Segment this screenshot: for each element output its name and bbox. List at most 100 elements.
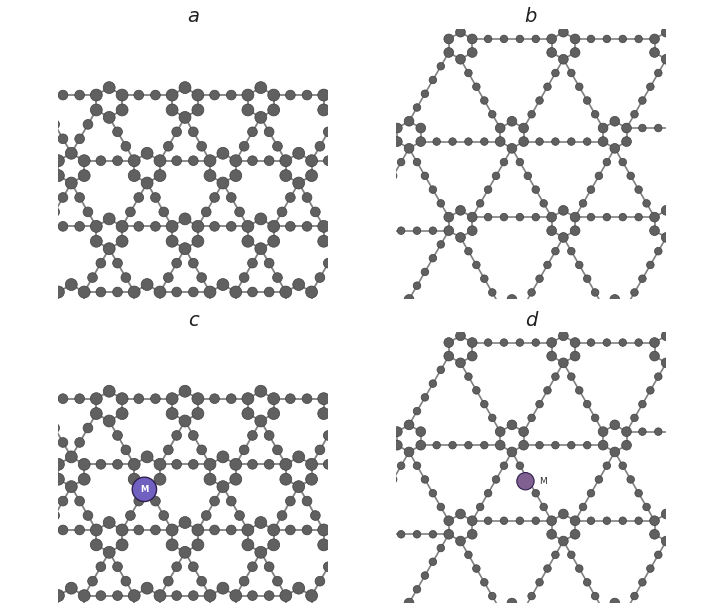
Circle shape — [151, 193, 160, 203]
Circle shape — [519, 137, 529, 146]
Circle shape — [631, 414, 639, 422]
Circle shape — [544, 565, 551, 572]
Circle shape — [587, 489, 594, 497]
Circle shape — [536, 578, 543, 586]
Circle shape — [141, 147, 153, 159]
Circle shape — [473, 83, 480, 90]
Circle shape — [41, 407, 52, 420]
Circle shape — [622, 301, 631, 311]
Circle shape — [495, 605, 505, 610]
Circle shape — [242, 393, 254, 404]
Circle shape — [235, 511, 245, 520]
Circle shape — [230, 170, 242, 182]
Circle shape — [649, 226, 660, 235]
Circle shape — [104, 213, 115, 225]
Circle shape — [96, 459, 106, 469]
Circle shape — [164, 273, 173, 282]
Circle shape — [598, 123, 608, 133]
Circle shape — [416, 440, 426, 450]
Circle shape — [484, 186, 492, 193]
Circle shape — [83, 207, 93, 217]
Circle shape — [536, 442, 543, 449]
Circle shape — [268, 524, 279, 536]
Circle shape — [58, 394, 68, 404]
Circle shape — [603, 517, 610, 525]
Circle shape — [519, 440, 529, 450]
Circle shape — [217, 147, 229, 159]
Circle shape — [239, 576, 249, 586]
Circle shape — [255, 213, 266, 225]
Circle shape — [467, 529, 477, 539]
Circle shape — [331, 213, 342, 225]
Circle shape — [670, 428, 678, 436]
Circle shape — [324, 258, 333, 268]
Circle shape — [128, 301, 140, 313]
Circle shape — [670, 69, 678, 77]
Circle shape — [172, 590, 182, 600]
Circle shape — [540, 199, 547, 207]
Circle shape — [661, 536, 671, 546]
Circle shape — [255, 243, 266, 254]
Circle shape — [437, 503, 445, 511]
Circle shape — [217, 451, 229, 463]
Circle shape — [547, 338, 557, 348]
Circle shape — [390, 476, 397, 483]
Text: M: M — [140, 485, 148, 494]
Circle shape — [390, 172, 397, 179]
Circle shape — [318, 524, 329, 536]
Circle shape — [264, 459, 274, 469]
Circle shape — [159, 207, 169, 217]
Circle shape — [532, 489, 539, 497]
Circle shape — [397, 227, 405, 234]
Circle shape — [495, 137, 505, 146]
Circle shape — [166, 220, 178, 232]
Circle shape — [635, 186, 642, 193]
Circle shape — [132, 477, 156, 501]
Circle shape — [273, 273, 282, 282]
Circle shape — [331, 82, 342, 93]
Circle shape — [654, 303, 662, 310]
Circle shape — [467, 516, 477, 526]
Title: b: b — [525, 7, 537, 26]
Circle shape — [516, 517, 523, 525]
Circle shape — [292, 177, 305, 189]
Circle shape — [268, 539, 279, 551]
Circle shape — [96, 287, 106, 297]
Circle shape — [116, 539, 128, 551]
Circle shape — [619, 159, 626, 166]
Circle shape — [151, 221, 160, 231]
Circle shape — [622, 427, 631, 437]
Circle shape — [382, 186, 389, 193]
Circle shape — [544, 387, 551, 394]
Circle shape — [41, 235, 52, 247]
Circle shape — [285, 525, 295, 535]
Circle shape — [128, 590, 140, 601]
Circle shape — [528, 289, 535, 296]
Circle shape — [571, 529, 580, 539]
Circle shape — [242, 235, 254, 247]
Circle shape — [495, 427, 505, 437]
Circle shape — [134, 221, 143, 231]
Circle shape — [622, 440, 631, 450]
Circle shape — [58, 134, 68, 144]
Circle shape — [306, 170, 318, 182]
Circle shape — [516, 339, 523, 346]
Circle shape — [255, 547, 266, 558]
Circle shape — [306, 286, 318, 298]
Circle shape — [104, 517, 115, 528]
Circle shape — [75, 221, 85, 231]
Circle shape — [654, 428, 662, 436]
Circle shape — [528, 592, 535, 600]
Circle shape — [285, 394, 295, 404]
Circle shape — [128, 605, 140, 610]
Circle shape — [584, 400, 591, 408]
Circle shape — [635, 517, 642, 525]
Circle shape — [41, 104, 52, 116]
Circle shape — [197, 273, 206, 282]
Circle shape — [619, 462, 626, 470]
Circle shape — [429, 558, 437, 565]
Circle shape — [413, 227, 421, 234]
Circle shape — [455, 509, 466, 519]
Circle shape — [404, 447, 414, 457]
Circle shape — [96, 156, 106, 165]
